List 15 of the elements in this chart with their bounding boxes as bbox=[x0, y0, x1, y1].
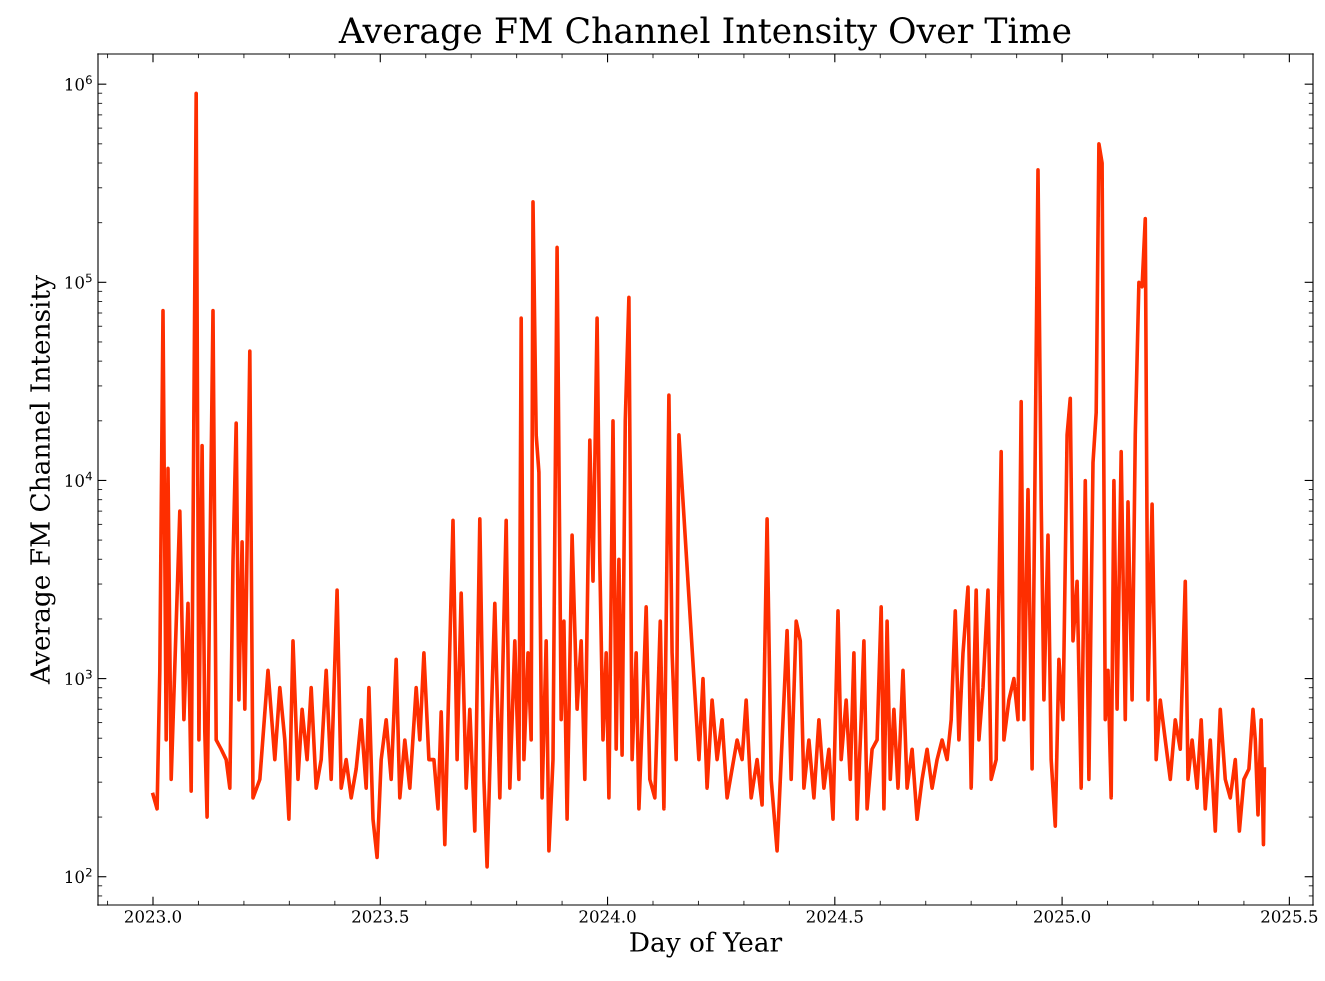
y-tick-label: 10$^{5}$ bbox=[65, 273, 92, 289]
x-tick-label: 2023.5 bbox=[352, 910, 409, 923]
chart-title: Average FM Channel Intensity Over Time bbox=[338, 16, 1071, 51]
x-tick-label: 2025.5 bbox=[1261, 910, 1318, 923]
x-tick-label: 2025.0 bbox=[1034, 910, 1091, 923]
x-tick-label: 2024.0 bbox=[579, 910, 636, 923]
y-axis-title: Average FM Channel Intensity bbox=[29, 275, 56, 685]
y-tick-label: 10$^{4}$ bbox=[65, 471, 92, 487]
x-tick-label: 2024.5 bbox=[806, 910, 863, 923]
y-tick-label: 10$^{2}$ bbox=[65, 867, 92, 884]
y-tick-label: 10$^{3}$ bbox=[65, 669, 92, 686]
x-tick-label: 2023.0 bbox=[124, 910, 182, 923]
line-series bbox=[151, 91, 1267, 869]
y-tick-label: 10$^{6}$ bbox=[65, 75, 92, 91]
x-axis-title: Day of Year bbox=[630, 931, 783, 958]
